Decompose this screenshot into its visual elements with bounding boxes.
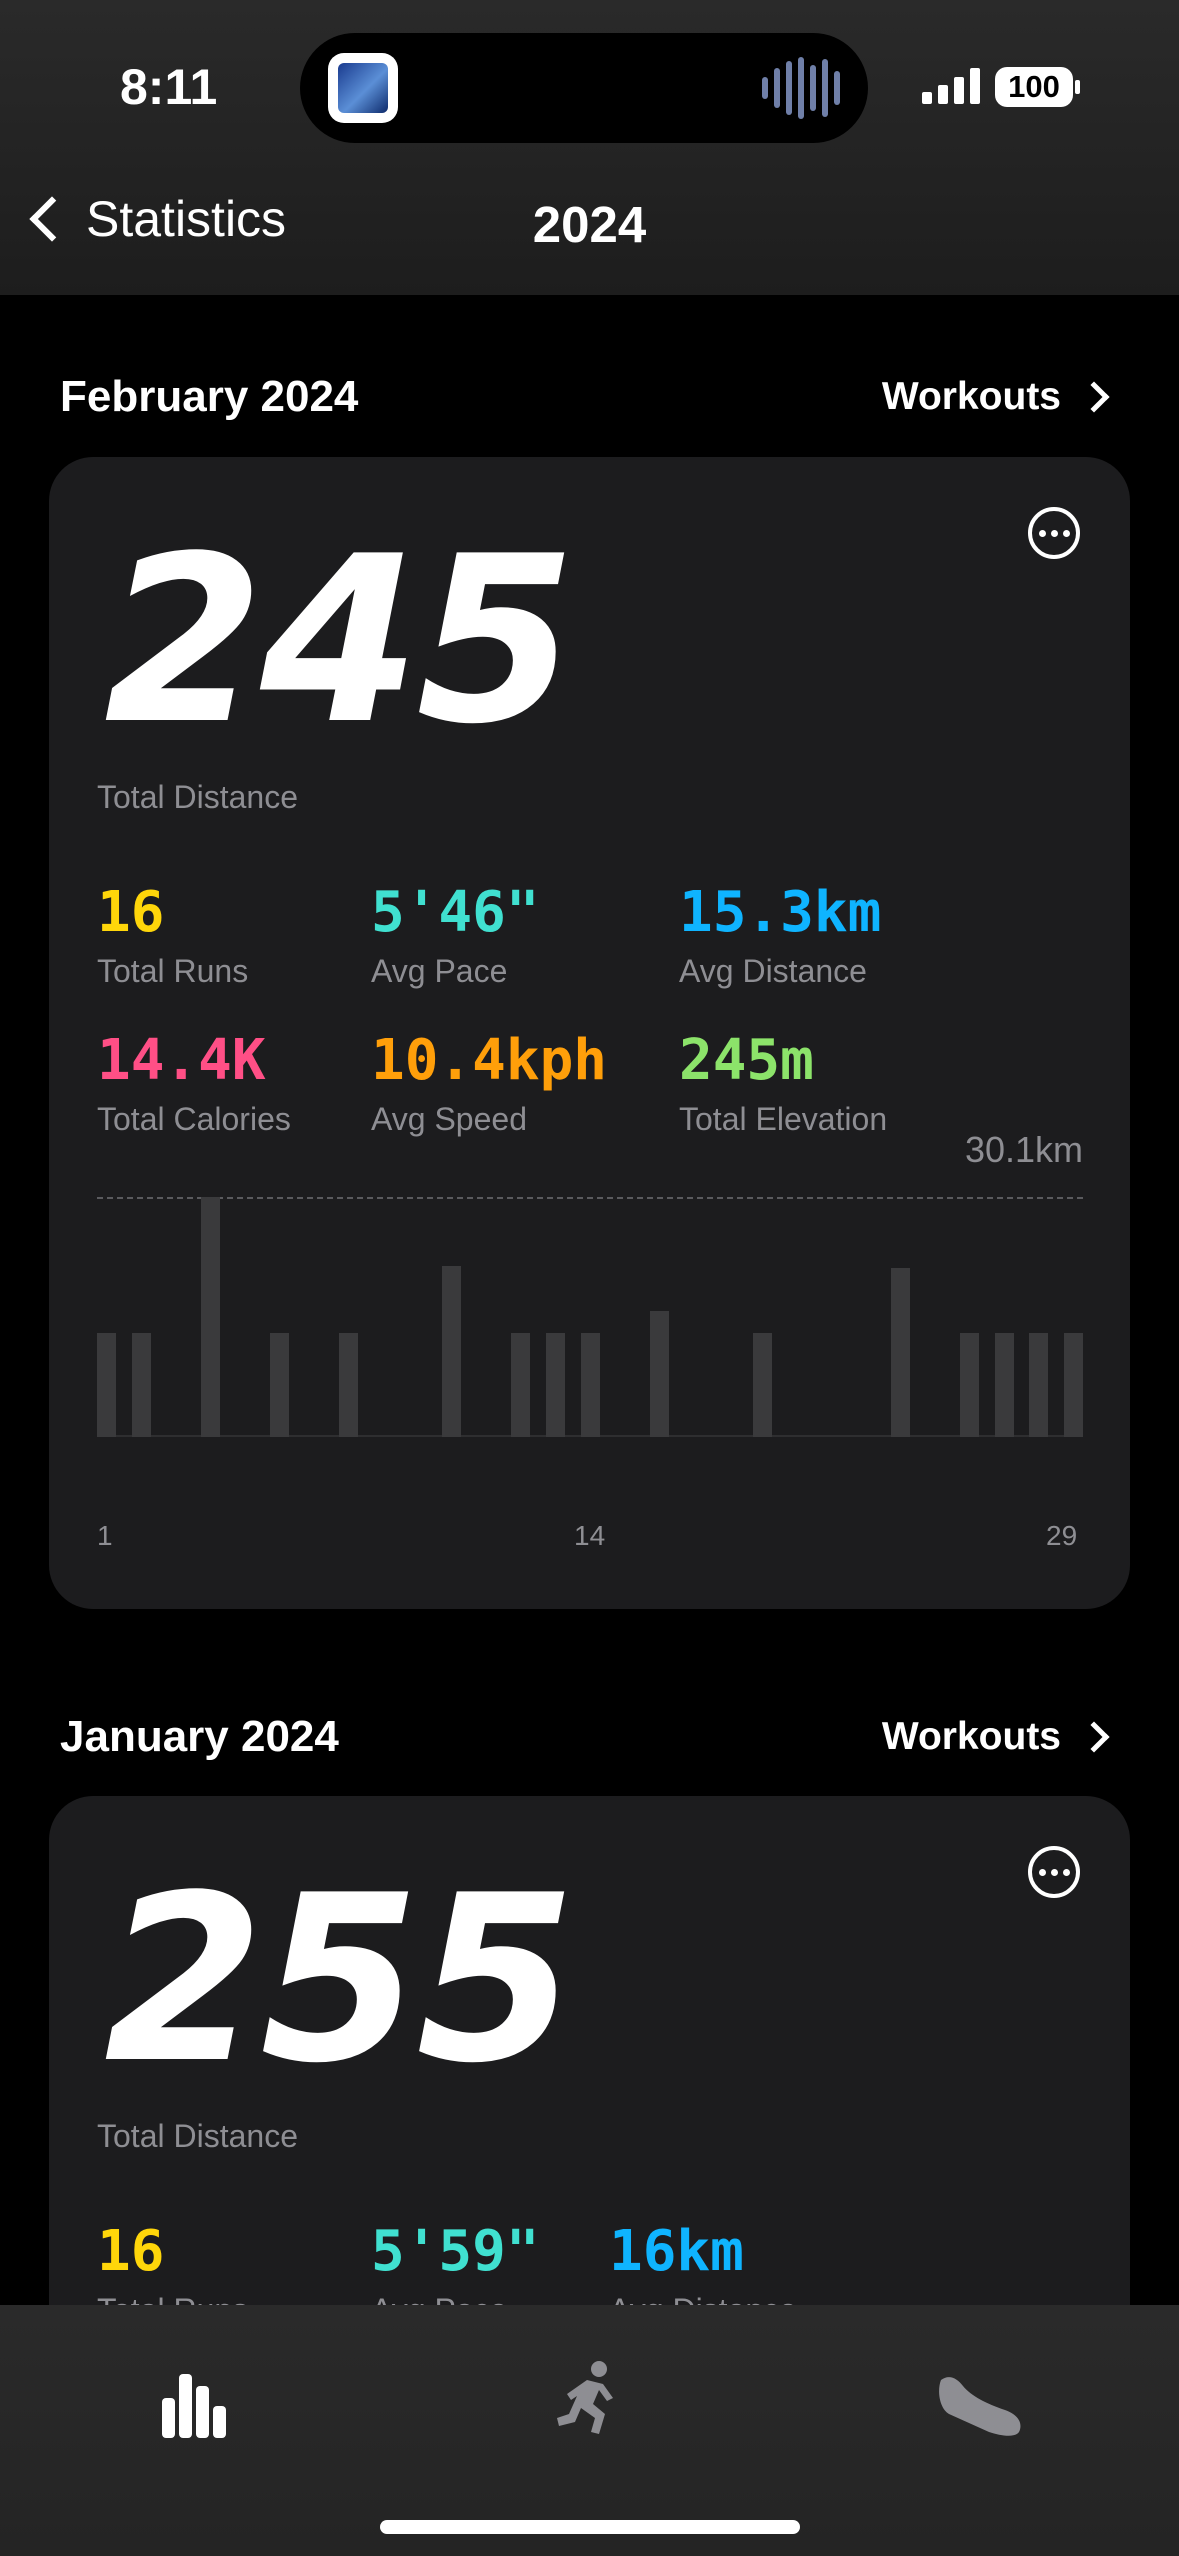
workouts-label: Workouts <box>881 375 1061 418</box>
chart-bar <box>442 1265 462 1437</box>
more-options-icon[interactable] <box>1028 1846 1080 1898</box>
total-distance-value: 245 <box>104 508 576 775</box>
chart-bar <box>891 1267 911 1437</box>
chart-bar <box>649 1311 669 1437</box>
home-indicator[interactable] <box>380 2520 800 2534</box>
runner-icon <box>557 2361 613 2434</box>
chart-bar <box>97 1333 116 1437</box>
x-tick-label: 1 <box>97 1520 113 1551</box>
chart-bar <box>1064 1333 1083 1437</box>
chart-bar <box>753 1333 773 1437</box>
chart-max-label: 30.1km <box>964 1129 1083 1170</box>
stat-avg-distance: 15.3km Avg Distance <box>679 880 882 990</box>
chart-bar <box>131 1333 151 1437</box>
stat-total-elevation: 245m Total Elevation <box>679 1028 888 1138</box>
stat-avg-pace: 5'46" Avg Pace <box>371 880 540 990</box>
chart-bar <box>511 1333 531 1437</box>
daily-distance-chart: 30.1km <box>97 1129 1083 1437</box>
chevron-right-icon <box>1078 381 1110 413</box>
section-title: January 2024 <box>60 1712 339 1761</box>
tab-statistics[interactable] <box>150 2350 240 2440</box>
section-title: February 2024 <box>60 372 359 421</box>
battery-icon: 100 <box>995 67 1073 107</box>
total-distance-label: Total Distance <box>97 2118 298 2154</box>
tab-run[interactable] <box>544 2350 634 2440</box>
total-distance-value: 255 <box>104 1847 576 2114</box>
live-activity-app-icon <box>328 53 398 123</box>
back-label: Statistics <box>86 191 287 247</box>
max-reference-line <box>97 1197 1083 1199</box>
status-time: 8:11 <box>120 59 218 115</box>
chart-bar <box>1029 1333 1049 1437</box>
month-summary-card[interactable]: 245 Total Distance 16 Total Runs 5'46" A… <box>49 457 1130 1609</box>
tab-bar <box>0 2305 1179 2556</box>
workouts-link[interactable]: Workouts <box>881 375 1110 419</box>
more-options-icon[interactable] <box>1028 507 1080 559</box>
stat-avg-speed: 10.4kph Avg Speed <box>371 1028 608 1138</box>
chart-bar <box>338 1333 358 1437</box>
chart-bar <box>200 1197 220 1437</box>
stat-total-runs: 16 Total Runs <box>97 880 249 990</box>
workouts-label: Workouts <box>881 1715 1061 1758</box>
workouts-link[interactable]: Workouts <box>881 1715 1110 1759</box>
chart-bar <box>994 1333 1014 1437</box>
cellular-signal-icon <box>922 68 980 104</box>
dynamic-island[interactable] <box>300 33 868 143</box>
chart-bar <box>580 1333 600 1437</box>
chart-bar <box>960 1333 980 1437</box>
back-button[interactable]: Statistics <box>24 190 286 248</box>
shoe-icon <box>939 2377 1021 2436</box>
x-tick-label: 14 <box>574 1520 606 1551</box>
chart-bar <box>269 1333 289 1437</box>
section-header-february: February 2024 Workouts <box>60 372 1110 422</box>
x-tick-label: 29 <box>1046 1520 1078 1551</box>
waveform-icon <box>762 57 840 119</box>
chevron-right-icon <box>1078 1721 1110 1753</box>
total-distance-label: Total Distance <box>97 779 298 815</box>
page-title: 2024 <box>532 196 647 253</box>
stats-icon <box>162 2374 226 2438</box>
stat-total-calories: 14.4K Total Calories <box>97 1028 291 1138</box>
section-header-january: January 2024 Workouts <box>60 1712 1110 1762</box>
tab-gear[interactable] <box>935 2350 1025 2440</box>
header: 8:11 100 Statistics 2024 <box>0 0 1179 295</box>
chart-bar <box>545 1333 565 1437</box>
